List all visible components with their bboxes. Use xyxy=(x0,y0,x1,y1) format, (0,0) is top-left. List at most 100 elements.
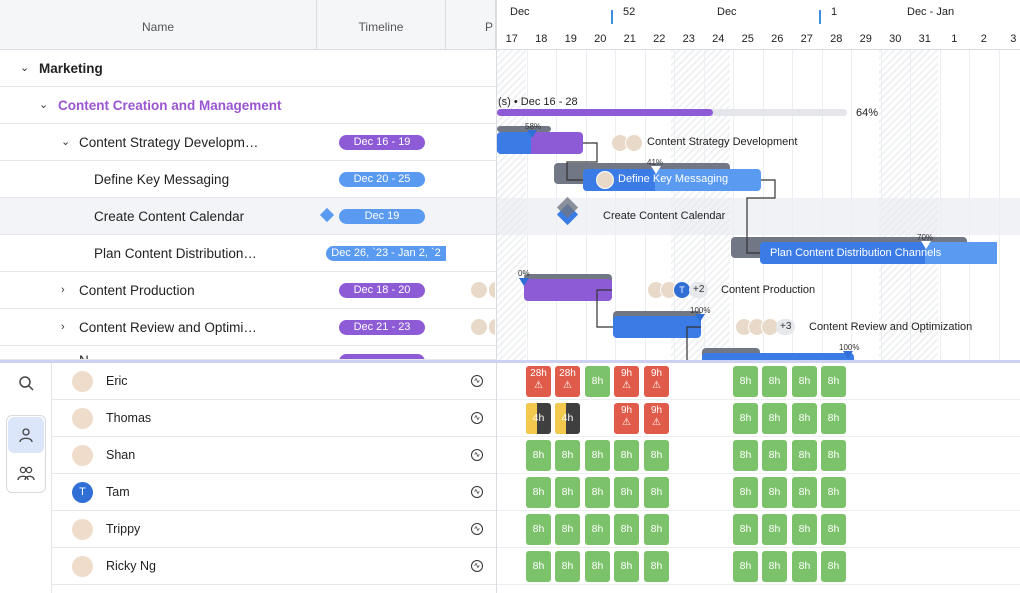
workload-cell[interactable]: 8h xyxy=(762,440,787,471)
workload-cell[interactable]: 8h xyxy=(792,551,817,582)
workload-cell[interactable]: 8h xyxy=(733,514,758,545)
workload-cell[interactable]: 8h xyxy=(526,514,551,545)
workload-cell[interactable]: 8h xyxy=(555,514,580,545)
progress-handle-icon[interactable] xyxy=(651,166,661,174)
chevron-down-icon[interactable]: ⌄ xyxy=(39,99,49,111)
resource-row[interactable]: Thomas ∿ xyxy=(52,400,496,437)
timeline-pill[interactable]: Dec 26, `23 - Jan 2, `2 xyxy=(326,246,446,261)
workload-cell[interactable]: 8h xyxy=(762,403,787,434)
task-row[interactable]: Create Content Calendar Dec 19 xyxy=(0,198,496,235)
workload-cell[interactable]: 8h xyxy=(585,514,610,545)
timeline-pill[interactable] xyxy=(339,354,425,359)
progress-handle-icon[interactable] xyxy=(519,278,529,286)
workload-cell[interactable]: 8h xyxy=(526,551,551,582)
task-row[interactable]: › Content Review and Optimi… Dec 21 - 23 xyxy=(0,309,496,346)
activity-icon[interactable]: ∿ xyxy=(471,560,483,572)
workload-cell[interactable]: 8h xyxy=(733,366,758,397)
panel-divider[interactable] xyxy=(0,360,1020,363)
activity-icon[interactable]: ∿ xyxy=(471,375,483,387)
task-bar[interactable] xyxy=(702,353,854,360)
workload-cell[interactable]: 8h xyxy=(555,551,580,582)
workload-cell[interactable]: 9h ⚠ xyxy=(644,403,669,434)
workload-cell[interactable]: 8h xyxy=(555,440,580,471)
workload-cell[interactable]: 8h xyxy=(762,551,787,582)
people-icon[interactable] xyxy=(8,455,44,491)
workload-cell[interactable]: 8h xyxy=(585,551,610,582)
timeline-pill[interactable]: Dec 21 - 23 xyxy=(339,320,425,335)
workload-cell[interactable]: 8h xyxy=(614,551,639,582)
workload-cell[interactable]: 9h ⚠ xyxy=(614,366,639,397)
workload-cell[interactable]: 8h xyxy=(821,440,846,471)
workload-cell[interactable]: 8h xyxy=(585,477,610,508)
resource-row[interactable]: Ricky Ng ∿ xyxy=(52,548,496,585)
workload-cell[interactable]: 8h xyxy=(733,403,758,434)
column-header-partial[interactable]: P xyxy=(446,0,496,50)
workload-cell[interactable]: 9h ⚠ xyxy=(614,403,639,434)
workload-cell[interactable]: 8h xyxy=(792,514,817,545)
workload-cell[interactable]: 8h xyxy=(762,514,787,545)
resource-row[interactable]: T Tam ∿ xyxy=(52,474,496,511)
workload-cell[interactable]: 8h xyxy=(614,514,639,545)
workload-cell[interactable]: 8h xyxy=(526,477,551,508)
workload-cell[interactable]: 8h xyxy=(614,440,639,471)
workload-cell[interactable]: 8h xyxy=(644,551,669,582)
chevron-down-icon[interactable]: ⌄ xyxy=(20,62,30,74)
workload-cell[interactable]: 8h xyxy=(555,477,580,508)
workload-cell[interactable]: 8h xyxy=(792,440,817,471)
task-row[interactable]: › Content Production Dec 18 - 20 xyxy=(0,272,496,309)
task-row[interactable]: N… xyxy=(0,346,496,360)
activity-icon[interactable]: ∿ xyxy=(471,412,483,424)
workload-cell[interactable]: 8h xyxy=(762,477,787,508)
task-row[interactable]: ⌄ Content Strategy Developm… Dec 16 - 19 xyxy=(0,124,496,161)
activity-icon[interactable]: ∿ xyxy=(471,523,483,535)
workload-cell[interactable]: 8h xyxy=(762,366,787,397)
task-row[interactable]: Plan Content Distribution… Dec 26, `23 -… xyxy=(0,235,496,272)
timeline-pill[interactable]: Dec 19 xyxy=(339,209,425,224)
workload-cell[interactable]: 8h xyxy=(644,477,669,508)
workload-cell[interactable]: 8h xyxy=(821,477,846,508)
resource-row[interactable]: Trippy ∿ xyxy=(52,511,496,548)
workload-cell[interactable]: 8h xyxy=(733,440,758,471)
workload-cell[interactable]: 8h xyxy=(821,366,846,397)
workload-cell[interactable]: 8h xyxy=(733,551,758,582)
timeline-pill[interactable]: Dec 18 - 20 xyxy=(339,283,425,298)
task-row[interactable]: ⌄ Content Creation and Management xyxy=(0,87,496,124)
timeline-pill[interactable]: Dec 20 - 25 xyxy=(339,172,425,187)
chevron-right-icon[interactable]: › xyxy=(61,321,65,333)
workload-cell[interactable]: 8h xyxy=(733,477,758,508)
timeline-pill[interactable]: Dec 16 - 19 xyxy=(339,135,425,150)
more-assignees-badge[interactable]: +3 xyxy=(776,319,796,335)
chevron-right-icon[interactable]: › xyxy=(61,284,65,296)
search-icon[interactable] xyxy=(8,365,44,401)
workload-cell[interactable]: 8h xyxy=(644,440,669,471)
progress-handle-icon[interactable] xyxy=(527,130,537,138)
progress-handle-icon[interactable] xyxy=(843,351,853,359)
workload-cell[interactable]: 8h xyxy=(821,403,846,434)
activity-icon[interactable]: ∿ xyxy=(471,449,483,461)
column-header-timeline[interactable]: Timeline xyxy=(317,0,446,50)
activity-icon[interactable]: ∿ xyxy=(471,486,483,498)
workload-cell[interactable]: 4h xyxy=(555,403,580,434)
workload-cell[interactable]: 8h xyxy=(792,477,817,508)
workload-cell[interactable]: 8h xyxy=(585,440,610,471)
task-row[interactable]: ⌄ Marketing xyxy=(0,50,496,87)
workload-cell[interactable]: 8h xyxy=(821,514,846,545)
task-row[interactable]: Define Key Messaging Dec 20 - 25 xyxy=(0,161,496,198)
workload-cell[interactable]: 8h xyxy=(585,366,610,397)
more-assignees-badge[interactable]: +2 xyxy=(689,282,709,298)
workload-cell[interactable]: 28h ⚠ xyxy=(555,366,580,397)
workload-cell[interactable]: 8h xyxy=(792,366,817,397)
progress-handle-icon[interactable] xyxy=(695,314,705,322)
chevron-down-icon[interactable]: ⌄ xyxy=(61,136,71,148)
workload-cell[interactable]: 28h ⚠ xyxy=(526,366,551,397)
progress-handle-icon[interactable] xyxy=(921,241,931,249)
resource-row[interactable]: Shan ∿ xyxy=(52,437,496,474)
workload-cell[interactable]: 8h xyxy=(526,440,551,471)
workload-cell[interactable]: 8h xyxy=(614,477,639,508)
resource-row[interactable]: Eric ∿ xyxy=(52,363,496,400)
workload-cell[interactable]: 8h xyxy=(792,403,817,434)
task-bar[interactable] xyxy=(524,279,612,301)
workload-cell[interactable]: 4h xyxy=(526,403,551,434)
workload-cell[interactable]: 9h ⚠ xyxy=(644,366,669,397)
workload-cell[interactable]: 8h xyxy=(644,514,669,545)
